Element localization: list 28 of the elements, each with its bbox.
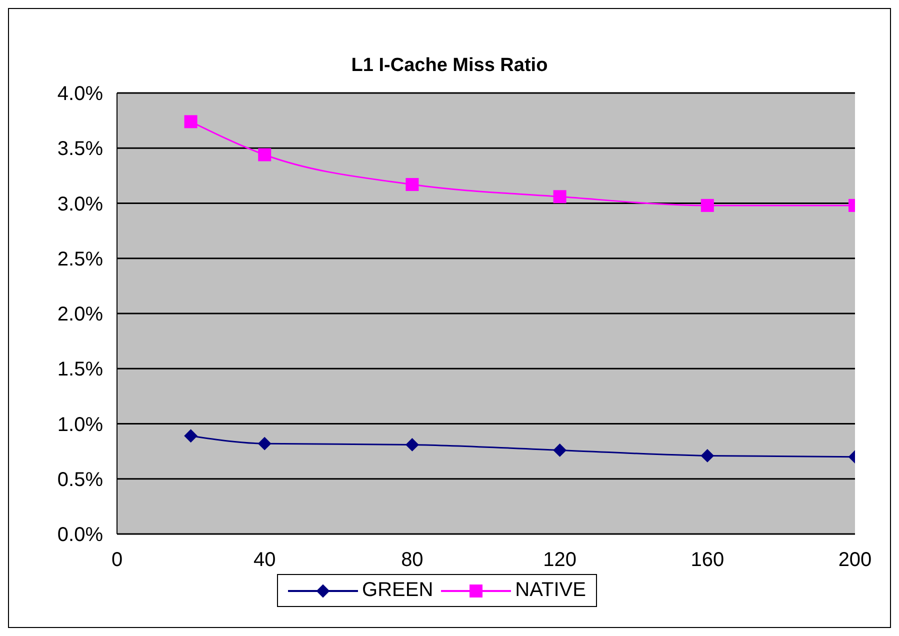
point [406, 178, 419, 192]
y-tick-label: 1.0% [57, 414, 104, 436]
y-tick-label: 3.5% [57, 138, 104, 160]
point [184, 115, 198, 128]
point [700, 198, 714, 212]
x-tick-label: 200 [838, 549, 872, 572]
y-tick-label: 1.5% [57, 358, 104, 381]
y-tick-label: 2.0% [57, 304, 104, 326]
point [184, 429, 198, 442]
y-tick-label: 4.0% [57, 83, 104, 106]
point [553, 444, 566, 457]
x-tick-label: 40 [253, 549, 276, 572]
point [700, 449, 714, 462]
y-tick-label: 3.0% [57, 193, 104, 216]
legend-label: NATIVE [514, 579, 586, 602]
point [258, 437, 272, 450]
x-tick-label: 80 [401, 549, 424, 572]
y-tick-label: 2.5% [57, 248, 104, 270]
x-tick-label: 160 [690, 549, 724, 572]
point [258, 148, 272, 162]
y-tick-label: 0.0% [57, 524, 104, 546]
x-tick-label: 0 [111, 549, 123, 572]
point [553, 190, 566, 204]
chart-title: L1 I-Cache Miss Ratio [350, 55, 549, 77]
point [406, 438, 419, 452]
legend-label: GREEN [361, 579, 434, 602]
x-tick-label: 120 [543, 549, 576, 572]
y-tick-label: 0.5% [57, 468, 104, 491]
